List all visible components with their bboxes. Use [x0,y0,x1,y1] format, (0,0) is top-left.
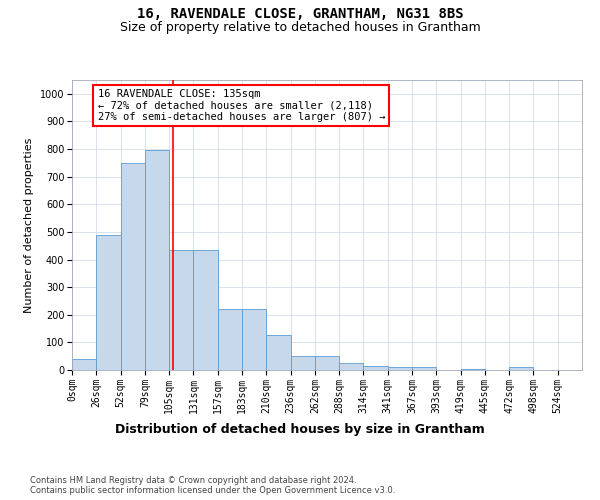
Text: Distribution of detached houses by size in Grantham: Distribution of detached houses by size … [115,422,485,436]
Bar [412,367,436,370]
Bar [169,250,193,370]
Bar [72,359,96,370]
Bar [364,366,388,370]
Bar [145,150,169,370]
Bar [315,356,339,370]
Text: 16 RAVENDALE CLOSE: 135sqm
← 72% of detached houses are smaller (2,118)
27% of s: 16 RAVENDALE CLOSE: 135sqm ← 72% of deta… [97,88,385,122]
Text: Contains HM Land Registry data © Crown copyright and database right 2024.
Contai: Contains HM Land Registry data © Crown c… [30,476,395,495]
Y-axis label: Number of detached properties: Number of detached properties [25,138,34,312]
Bar [509,367,533,370]
Bar [193,250,218,370]
Bar [242,309,266,370]
Text: 16, RAVENDALE CLOSE, GRANTHAM, NG31 8BS: 16, RAVENDALE CLOSE, GRANTHAM, NG31 8BS [137,8,463,22]
Bar [266,336,290,370]
Bar [121,163,145,370]
Bar [96,234,121,370]
Bar [290,356,315,370]
Bar [461,368,485,370]
Bar [388,367,412,370]
Text: Size of property relative to detached houses in Grantham: Size of property relative to detached ho… [119,21,481,34]
Bar [218,309,242,370]
Bar [339,363,364,370]
